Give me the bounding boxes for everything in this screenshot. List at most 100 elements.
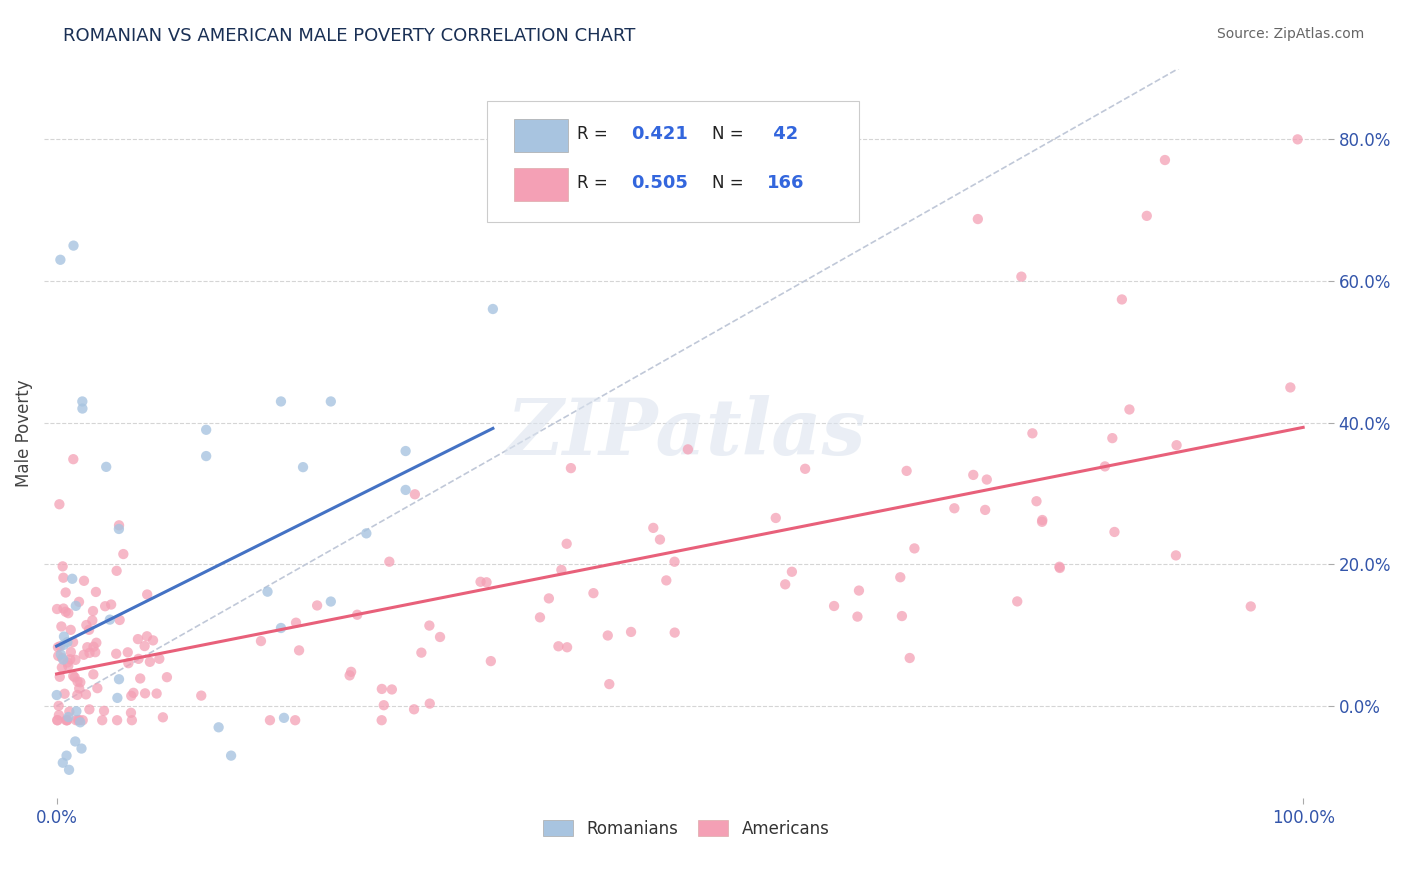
Point <box>66 688 89 702</box>
Point <box>1166 438 1188 452</box>
Point <box>292 460 315 475</box>
Point <box>72 394 94 409</box>
Point <box>84 585 107 599</box>
Point <box>55 748 77 763</box>
Point <box>112 547 135 561</box>
Point <box>648 533 671 547</box>
Point <box>79 702 101 716</box>
Point <box>65 653 87 667</box>
Point <box>52 756 75 770</box>
Point <box>765 511 787 525</box>
Point <box>156 670 179 684</box>
Point <box>1104 524 1126 539</box>
Point <box>56 656 79 670</box>
Point <box>70 741 93 756</box>
Point <box>62 238 84 252</box>
Point <box>1164 549 1187 563</box>
Point <box>381 682 404 697</box>
Point <box>259 713 281 727</box>
Point <box>207 720 229 734</box>
Point <box>943 501 966 516</box>
Point <box>55 713 77 727</box>
Point <box>152 710 174 724</box>
Point <box>60 572 83 586</box>
Point <box>475 575 498 590</box>
Point <box>128 652 150 666</box>
FancyBboxPatch shape <box>515 168 568 202</box>
Point <box>67 595 90 609</box>
Point <box>664 625 686 640</box>
Text: N =: N = <box>711 125 748 144</box>
Point <box>86 636 108 650</box>
Point <box>896 464 918 478</box>
Point <box>270 394 292 409</box>
Point <box>75 687 97 701</box>
Point <box>94 599 117 614</box>
Text: 0.505: 0.505 <box>631 174 688 192</box>
Point <box>256 584 278 599</box>
Point <box>1010 269 1032 284</box>
Point <box>108 672 131 686</box>
Point <box>319 394 342 409</box>
Point <box>470 574 492 589</box>
Point <box>129 672 152 686</box>
Text: 0.421: 0.421 <box>631 125 688 144</box>
Point <box>394 483 416 497</box>
Point <box>58 606 80 620</box>
Point <box>51 651 73 665</box>
Point <box>373 698 395 713</box>
Point <box>1049 559 1071 574</box>
Point <box>378 555 401 569</box>
Point <box>976 473 998 487</box>
Point <box>598 677 620 691</box>
Point <box>55 605 77 619</box>
Point <box>46 713 69 727</box>
Point <box>195 449 218 463</box>
Point <box>411 646 433 660</box>
Point <box>966 212 988 227</box>
Point <box>59 645 82 659</box>
Point <box>555 640 578 655</box>
Point <box>596 628 619 642</box>
Point <box>582 586 605 600</box>
Point <box>127 632 149 646</box>
Point <box>285 615 308 630</box>
Point <box>105 713 128 727</box>
Point <box>67 713 90 727</box>
Point <box>356 526 378 541</box>
Point <box>46 640 69 655</box>
Point <box>346 607 368 622</box>
Point <box>100 598 122 612</box>
Point <box>48 708 70 723</box>
Point <box>55 585 77 599</box>
Point <box>65 599 87 613</box>
Text: R =: R = <box>576 125 613 144</box>
Point <box>550 563 572 577</box>
Point <box>52 559 75 574</box>
Point <box>307 599 329 613</box>
Text: 42: 42 <box>768 125 799 144</box>
Point <box>339 668 361 682</box>
Point <box>898 651 921 665</box>
Point <box>82 604 104 618</box>
Point <box>62 452 84 467</box>
Point <box>98 613 121 627</box>
Point <box>49 670 72 684</box>
Point <box>418 618 440 632</box>
Point <box>1007 594 1029 608</box>
Point <box>1101 431 1123 445</box>
Point <box>1031 513 1053 527</box>
Point <box>560 461 582 475</box>
Point <box>84 645 107 659</box>
Y-axis label: Male Poverty: Male Poverty <box>15 379 32 487</box>
Point <box>105 690 128 705</box>
Point <box>67 681 90 696</box>
Point <box>76 640 98 655</box>
Point <box>105 564 128 578</box>
Point <box>69 715 91 730</box>
Point <box>46 713 69 727</box>
Point <box>48 698 70 713</box>
Point <box>1286 132 1309 146</box>
Point <box>73 574 96 588</box>
Point <box>370 713 392 727</box>
